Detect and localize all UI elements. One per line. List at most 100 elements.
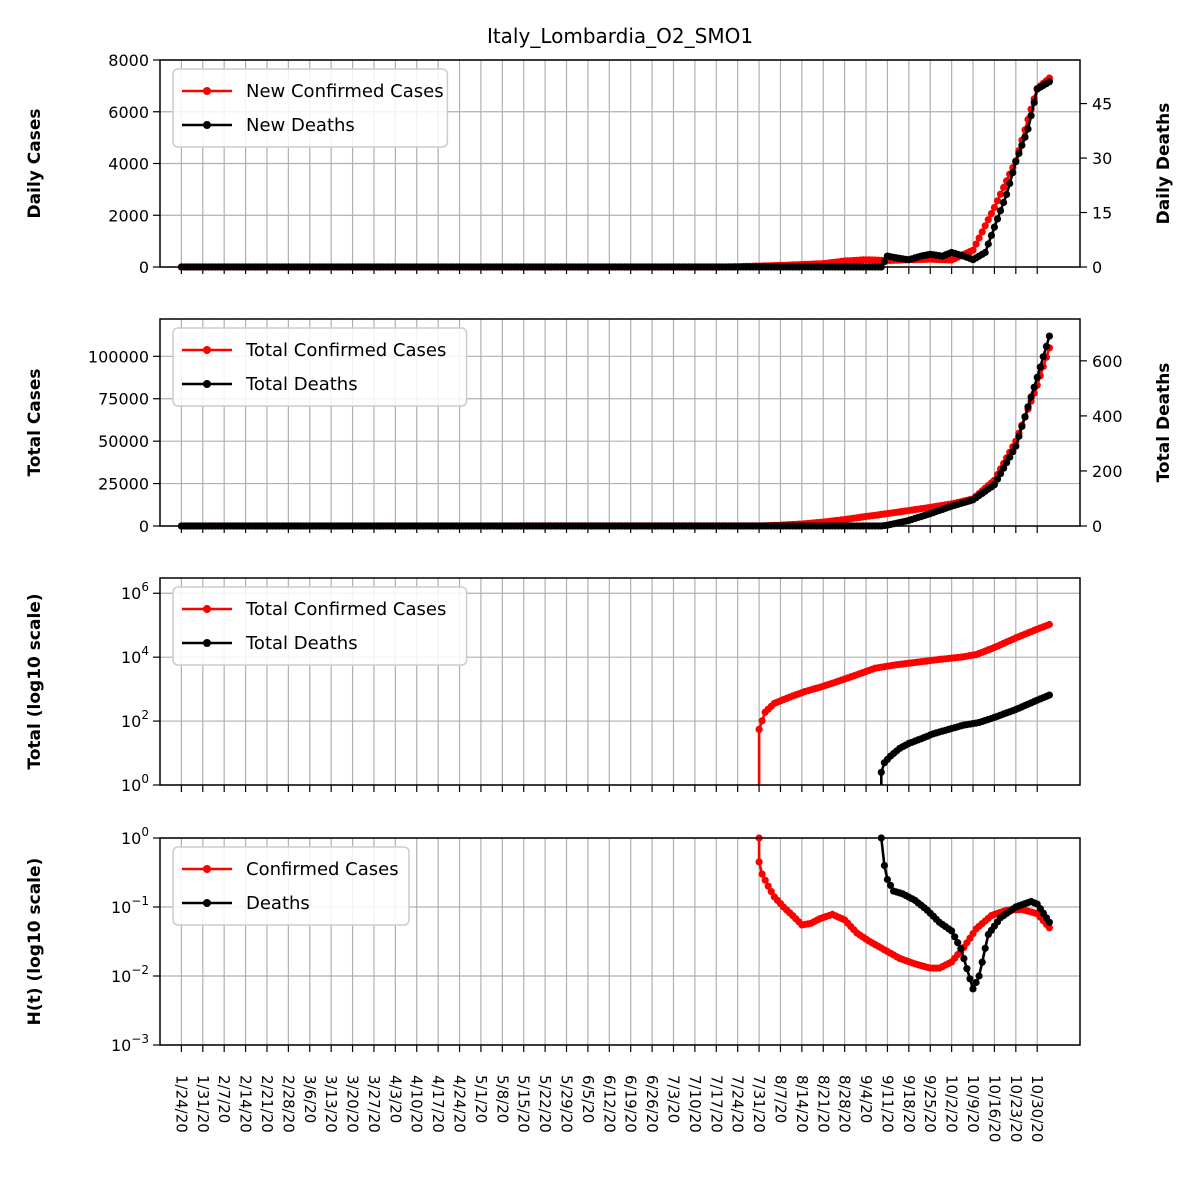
legend-label: Total Confirmed Cases — [245, 340, 446, 361]
data-point — [972, 240, 980, 248]
data-point — [883, 875, 892, 884]
x-tick-label: 6/26/20 — [643, 1075, 661, 1133]
y-right-tick-label: 0 — [1092, 258, 1102, 277]
x-tick-label: 8/21/20 — [814, 1075, 832, 1133]
data-point — [1012, 442, 1020, 450]
data-point — [1003, 190, 1011, 198]
data-point — [963, 965, 971, 973]
data-point — [1045, 924, 1053, 932]
x-tick-label: 4/10/20 — [408, 1075, 426, 1133]
data-point — [975, 972, 983, 980]
data-point — [954, 939, 962, 947]
legend-frame — [172, 327, 468, 407]
axes-frame — [159, 577, 1081, 786]
data-point — [1000, 198, 1008, 207]
data-point — [987, 210, 996, 218]
chart-title: Italy_Lombardia_O2_SMO1 — [487, 24, 753, 48]
legend: Total Confirmed Cases Total Deaths — [172, 327, 468, 407]
data-point — [1045, 620, 1053, 629]
x-tick-label: 10/16/20 — [985, 1075, 1003, 1142]
data-point — [1015, 149, 1023, 158]
legend-frame — [172, 586, 468, 666]
x-tick-label: 4/3/20 — [386, 1075, 404, 1123]
x-tick-label: 1/31/20 — [194, 1075, 212, 1133]
y-right-axis-label: Total Deaths — [1154, 363, 1174, 483]
data-point — [1042, 342, 1050, 350]
data-point — [1021, 133, 1029, 141]
y-tick-label: 0 — [139, 258, 149, 277]
x-tick-label: 7/24/20 — [729, 1075, 747, 1133]
y-tick-label: 106 — [121, 580, 149, 603]
x-tick-label: 8/28/20 — [836, 1075, 854, 1133]
x-tick-label: 3/20/20 — [344, 1075, 362, 1133]
data-point — [1018, 141, 1026, 149]
data-point — [880, 258, 889, 266]
y-tick-label: 100 — [121, 825, 149, 848]
data-point — [886, 881, 895, 889]
data-point — [969, 985, 977, 993]
data-point — [993, 215, 1002, 223]
x-tick-label: 1/24/20 — [172, 1075, 190, 1133]
data-point — [1024, 403, 1032, 411]
x-tick-label: 6/12/20 — [600, 1075, 618, 1133]
data-point — [981, 222, 989, 230]
series-deaths — [877, 834, 1053, 993]
y-tick-label: 10−3 — [111, 1032, 149, 1055]
legend-label: Deaths — [246, 893, 310, 914]
data-point — [755, 858, 763, 866]
x-tick-label: 2/14/20 — [237, 1075, 255, 1133]
legend-swatch-marker — [203, 639, 211, 647]
data-point — [1009, 448, 1017, 456]
y-tick-label: 104 — [121, 644, 149, 667]
series-confirmed-cases — [755, 834, 1053, 972]
data-point — [755, 725, 763, 734]
data-point — [996, 470, 1005, 478]
data-point — [1006, 179, 1014, 188]
y-tick-label: 2000 — [108, 206, 149, 225]
x-tick-label: 3/6/20 — [301, 1075, 319, 1123]
x-tick-label: 3/27/20 — [365, 1075, 383, 1133]
x-tick-label: 7/10/20 — [686, 1075, 704, 1133]
legend-frame — [172, 68, 449, 148]
x-tick-label: 10/2/20 — [943, 1075, 961, 1133]
data-point — [1015, 432, 1023, 440]
data-point — [984, 216, 992, 224]
data-point — [969, 246, 977, 254]
y-axis-label: Total (log10 scale) — [25, 593, 45, 769]
legend-swatch-marker — [203, 346, 211, 354]
legend-label: Total Confirmed Cases — [245, 599, 446, 620]
data-point — [972, 978, 980, 987]
data-point — [1045, 691, 1053, 699]
data-point — [951, 933, 959, 941]
y-right-tick-label: 0 — [1092, 517, 1102, 536]
x-tick-label: 2/7/20 — [215, 1075, 233, 1123]
y-tick-label: 6000 — [108, 103, 149, 122]
x-tick-label: 4/17/20 — [429, 1075, 447, 1133]
legend-label: Total Deaths — [245, 374, 358, 395]
legend-swatch-marker — [203, 605, 211, 613]
y-right-tick-label: 45 — [1092, 95, 1112, 114]
data-point — [984, 240, 992, 248]
data-point — [1045, 918, 1053, 926]
data-point — [966, 975, 974, 983]
data-point — [993, 197, 1002, 205]
data-point — [996, 190, 1005, 198]
legend-swatch-marker — [203, 121, 211, 129]
data-point — [960, 955, 968, 963]
x-tick-label: 2/21/20 — [258, 1075, 276, 1133]
data-point — [990, 203, 999, 212]
x-tick-label: 6/19/20 — [622, 1075, 640, 1133]
x-tick-label: 8/7/20 — [771, 1075, 789, 1123]
y-axis-label: Daily Cases — [25, 109, 45, 219]
y-tick-label: 100000 — [88, 347, 149, 366]
x-tick-label: 5/1/20 — [472, 1075, 490, 1123]
axes-frame — [159, 837, 1081, 1046]
data-point — [993, 475, 1002, 483]
data-point — [1000, 183, 1008, 192]
x-tick-label: 3/13/20 — [322, 1075, 340, 1133]
data-point — [1021, 413, 1029, 421]
data-point — [981, 944, 989, 952]
data-point — [1027, 393, 1035, 401]
data-point — [1045, 78, 1053, 86]
y-right-tick-label: 200 — [1092, 462, 1123, 481]
